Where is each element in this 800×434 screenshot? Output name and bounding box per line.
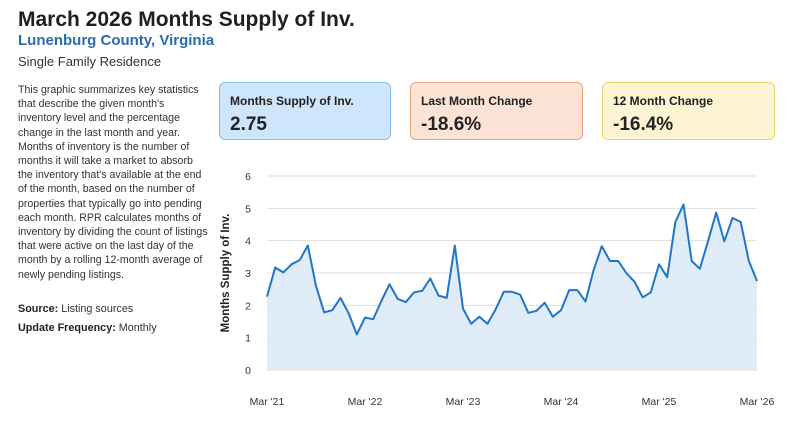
months-supply-chart: 0 1 2 3 4 5 6 Mar '21 Mar '22 Mar '23 Mar '24 Mar '… [220,171,775,408]
months-supply-card: Months Supply of Inv. 2.75 [219,82,391,140]
description-text: This graphic summarizes key statistics t… [18,84,208,281]
last-month-change-card: Last Month Change -18.6% [410,82,583,140]
frequency-line: Update Frequency: Monthly [18,322,157,334]
series-area-fill [267,204,757,370]
area-layer [266,203,758,370]
source-line: Source: Listing sources [18,303,133,315]
page-title: March 2026 Months Supply of Inv. [18,8,355,31]
y-tick-label: 3 [245,268,251,280]
months-supply-label: Months Supply of Inv. [230,94,354,108]
x-tick-label: Mar '26 [740,396,775,408]
last-month-change-label: Last Month Change [421,94,533,108]
y-tick-label: 2 [245,300,251,312]
twelve-month-change-card: 12 Month Change -16.4% [602,82,775,140]
x-tick-label: Mar '25 [642,396,677,408]
y-tick-label: 1 [245,333,251,345]
label-layer: 0 1 2 3 4 5 6 Mar '21 Mar '22 Mar '23 Mar '24 Mar '… [220,171,775,408]
source-label: Source: [18,303,59,315]
y-tick-label: 4 [245,236,251,248]
x-tick-label: Mar '23 [446,396,481,408]
twelve-month-change-label: 12 Month Change [613,94,714,108]
months-supply-value: 2.75 [230,114,267,135]
x-tick-label: Mar '21 [250,396,285,408]
property-type: Single Family Residence [18,54,162,69]
y-axis-title: Months Supply of Inv. [220,214,232,333]
frequency-label: Update Frequency: [18,322,116,334]
y-tick-label: 6 [245,171,251,183]
location-subtitle: Lunenburg County, Virginia [18,32,215,49]
y-tick-label: 0 [245,365,251,377]
frequency-value: Monthly [118,322,157,334]
source-value: Listing sources [61,303,134,315]
x-tick-label: Mar '22 [348,396,383,408]
twelve-month-change-value: -16.4% [613,114,674,135]
series-line [266,203,758,336]
y-tick-label: 5 [245,203,251,215]
x-tick-label: Mar '24 [544,396,579,408]
last-month-change-value: -18.6% [421,114,482,135]
